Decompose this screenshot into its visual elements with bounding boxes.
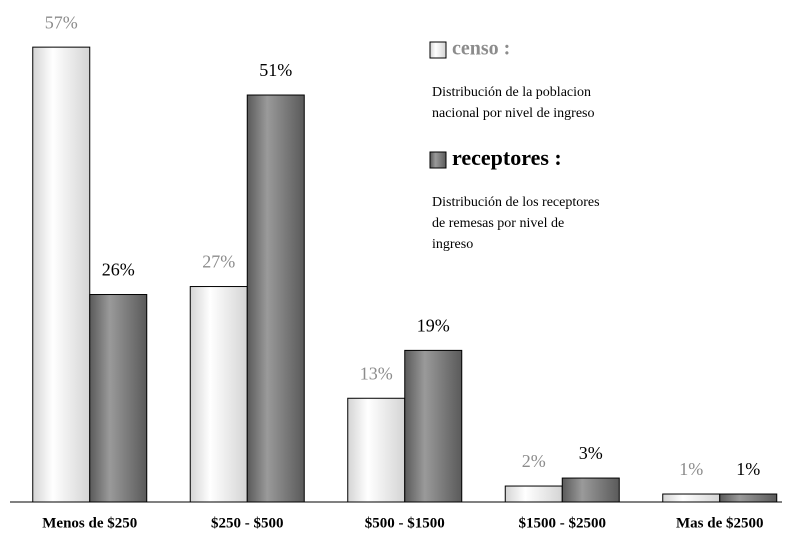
value-label: 51% [259,60,292,80]
bar [246,94,305,503]
legend-swatch [429,41,447,59]
value-label: 2% [522,451,546,471]
bar [504,485,563,503]
value-label: 1% [679,459,703,479]
legend-description: ingreso [432,237,473,252]
value-label: 1% [736,459,760,479]
legend-swatch [429,151,447,169]
bar [662,493,721,503]
bar [561,477,620,503]
value-label: 3% [579,443,603,463]
bar [189,286,248,503]
legend-description: nacional por nivel de ingreso [432,106,595,121]
x-tick-label: $500 - $1500 [365,515,445,531]
bar [32,46,91,503]
value-label: 26% [102,260,135,280]
bar [347,397,406,503]
bar [89,294,148,503]
x-tick-label: Menos de $250 [42,515,137,531]
legend-description: Distribución de los receptores [432,195,600,210]
x-tick-label: Mas de $2500 [676,515,764,531]
x-tick-label: $1500 - $2500 [519,515,607,531]
value-label: 27% [202,252,235,272]
bar [719,493,778,503]
x-tick-label: $250 - $500 [211,515,284,531]
value-label: 13% [360,363,393,383]
legend-description: Distribución de la poblacion [432,85,591,100]
bar [404,349,463,503]
legend-label: censo : [452,38,510,60]
value-label: 19% [417,316,450,336]
legend-label: receptores : [452,145,562,170]
legend-description: de remesas por nivel de [432,216,564,231]
value-label: 57% [45,12,78,32]
